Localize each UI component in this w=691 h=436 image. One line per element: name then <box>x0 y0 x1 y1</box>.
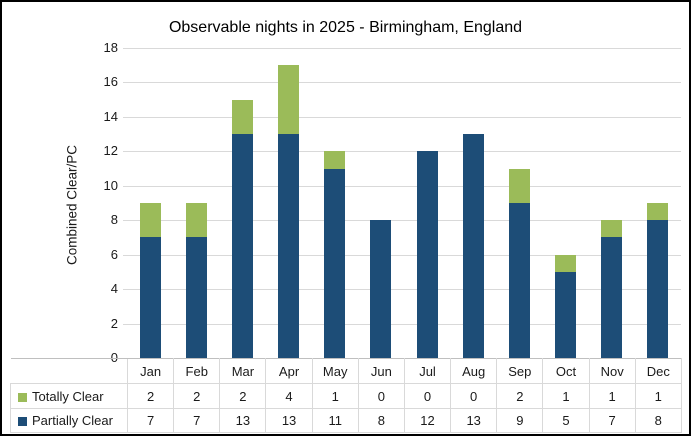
value-partially-clear-jul: 12 <box>403 408 452 433</box>
y-tick-label-0: 0 <box>110 350 118 365</box>
value-partially-clear-jun: 8 <box>357 408 405 433</box>
value-partially-clear-feb: 7 <box>173 408 221 433</box>
y-tick-label-10: 10 <box>103 177 118 193</box>
value-partially-clear-nov: 7 <box>588 408 636 433</box>
month-header-jun: Jun <box>357 358 405 384</box>
chart-title: Observable nights in 2025 - Birmingham, … <box>168 19 523 36</box>
gridline-y8 <box>123 220 681 222</box>
bar-jun-partially-clear <box>370 220 392 358</box>
bar-oct-totally-clear <box>555 254 577 272</box>
month-header-jul: Jul <box>403 358 452 384</box>
gridline-y2 <box>123 323 681 325</box>
value-totally-clear-may: 1 <box>311 383 359 409</box>
bar-oct-partially-clear <box>555 271 577 358</box>
gridline-y10 <box>123 185 681 187</box>
month-header-sep: Sep <box>496 358 544 384</box>
bar-jul-partially-clear <box>416 151 438 358</box>
month-header-nov: Nov <box>588 358 636 384</box>
bar-dec-totally-clear <box>647 203 669 221</box>
value-totally-clear-jul: 0 <box>403 383 452 409</box>
value-totally-clear-apr: 4 <box>265 383 313 409</box>
value-partially-clear-dec: 8 <box>634 408 682 433</box>
table-corner-cell <box>10 358 128 384</box>
gridline-y6 <box>123 254 681 256</box>
month-header-mar: Mar <box>219 358 267 384</box>
month-header-apr: Apr <box>265 358 313 384</box>
value-totally-clear-aug: 0 <box>450 383 498 409</box>
value-totally-clear-mar: 2 <box>219 383 267 409</box>
bar-feb-totally-clear <box>185 203 207 238</box>
bar-nov-partially-clear <box>601 237 623 358</box>
bar-may-totally-clear <box>324 151 346 169</box>
bar-aug-partially-clear <box>462 134 484 358</box>
value-partially-clear-mar: 13 <box>219 408 267 433</box>
y-tick-label-16: 16 <box>103 74 118 90</box>
y-tick-label-18: 18 <box>103 40 118 55</box>
bar-may-partially-clear <box>324 168 346 358</box>
bar-jan-partially-clear <box>139 237 161 358</box>
month-header-feb: Feb <box>173 358 221 384</box>
bar-sep-partially-clear <box>508 203 530 358</box>
legend-swatch-partially-clear <box>18 417 27 426</box>
value-partially-clear-apr: 13 <box>265 408 313 433</box>
bar-mar-totally-clear <box>231 99 253 135</box>
y-tick-label-4: 4 <box>110 281 118 297</box>
gridline-y18 <box>123 48 681 49</box>
legend-swatch-totally-clear <box>18 392 27 402</box>
bar-dec-partially-clear <box>647 220 669 358</box>
value-totally-clear-nov: 1 <box>588 383 636 409</box>
gridline-y16 <box>123 82 681 84</box>
value-partially-clear-aug: 13 <box>450 408 498 433</box>
bar-jan-totally-clear <box>139 203 161 238</box>
y-axis-title: Combined Clear/PC <box>64 144 80 266</box>
value-totally-clear-oct: 1 <box>542 383 590 409</box>
y-tick-label-14: 14 <box>103 108 118 124</box>
legend-label-totally-clear: Totally Clear <box>10 383 128 409</box>
gridline-y4 <box>123 289 681 291</box>
bar-mar-partially-clear <box>231 134 253 358</box>
y-tick-label-8: 8 <box>110 212 118 228</box>
y-tick-label-2: 2 <box>110 315 118 331</box>
value-partially-clear-oct: 5 <box>542 408 590 433</box>
data-table: Jan Feb Mar Apr May Jun Jul Aug Sep Oct Nov Dec Tota… <box>10 358 682 433</box>
value-totally-clear-feb: 2 <box>173 383 221 409</box>
bar-apr-totally-clear <box>278 65 300 135</box>
value-totally-clear-jan: 2 <box>126 383 175 409</box>
value-totally-clear-jun: 0 <box>357 383 405 409</box>
value-partially-clear-sep: 9 <box>496 408 544 433</box>
legend-label-partially-clear: Partially Clear <box>10 408 128 433</box>
y-tick-label-6: 6 <box>110 246 118 262</box>
month-header-jan: Jan <box>126 358 175 384</box>
y-tick-label-12: 12 <box>103 143 118 159</box>
value-totally-clear-sep: 2 <box>496 383 544 409</box>
bar-sep-totally-clear <box>508 168 530 203</box>
month-header-oct: Oct <box>542 358 590 384</box>
value-partially-clear-jan: 7 <box>126 408 175 433</box>
month-header-dec: Dec <box>634 358 682 384</box>
gridline-y12 <box>123 151 681 153</box>
bar-apr-partially-clear <box>278 134 300 358</box>
value-totally-clear-dec: 1 <box>634 383 682 409</box>
gridline-y14 <box>123 116 681 118</box>
month-header-may: May <box>311 358 359 384</box>
bar-feb-partially-clear <box>185 237 207 358</box>
bar-nov-totally-clear <box>601 220 623 238</box>
month-header-aug: Aug <box>450 358 498 384</box>
value-partially-clear-may: 11 <box>311 408 359 433</box>
